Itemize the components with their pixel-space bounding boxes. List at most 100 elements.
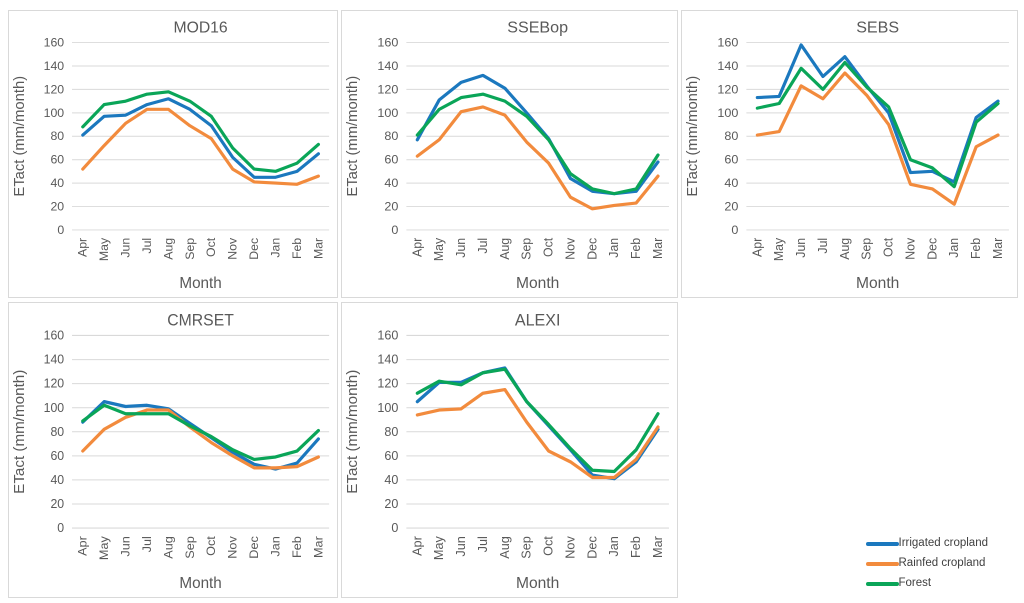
series-line-rainfed [415,105,660,211]
y-axis-title: ETact (mm/month) [11,370,28,494]
legend-cell: Irrigated cropland Rainfed cropland Fore… [681,302,1018,598]
y-tick-label: 0 [731,223,738,237]
y-tick-label: 120 [44,376,65,390]
x-tick-label: Nov [226,237,240,260]
y-tick-label: 60 [384,449,398,463]
x-tick-label: Oct [204,536,218,556]
y-tick-label: 120 [44,82,65,96]
x-tick-label: Apr [410,536,424,556]
x-tick-label: Jul [140,536,154,552]
y-tick-label: 140 [717,59,738,73]
x-tick-label: Sep [520,536,534,559]
x-tick-label: May [772,237,786,261]
x-tick-label: Sep [183,536,197,559]
x-tick-label: Oct [542,536,556,556]
y-tick-label: 0 [391,521,398,535]
x-tick-label: Jun [454,238,468,258]
x-tick-label: Jul [476,238,490,254]
legend-line-rainfed-icon [865,561,899,566]
legend-item-rainfed-cropland: Rainfed cropland [865,557,989,570]
chart-title: MOD16 [173,20,227,37]
x-tick-label: Feb [629,536,643,558]
series-line-rainfed [81,408,320,470]
x-tick-label: Aug [838,238,852,260]
y-tick-label: 40 [384,473,398,487]
x-tick-label: Jan [947,238,961,258]
x-tick-label: Feb [629,238,643,259]
x-tick-label: Apr [76,238,90,257]
y-tick-label: 100 [377,401,398,415]
x-tick-label: Dec [247,238,261,260]
x-tick-label: Jan [607,238,621,258]
y-tick-label: 100 [44,401,65,415]
y-axis-title: ETact (mm/month) [344,76,361,197]
x-tick-label: Aug [498,536,512,559]
x-tick-label: Jan [269,536,283,556]
x-tick-label: Jun [454,536,468,556]
y-tick-label: 100 [717,106,738,120]
x-tick-label: Aug [498,238,512,260]
x-tick-label: Jun [119,536,133,556]
y-tick-label: 0 [391,223,398,237]
chart-svg: SEBS 160 140 120 100 80 60 40 20 0 ETact (mm/month… [684,20,1009,292]
y-tick-label: 160 [377,328,398,342]
x-tick-label: Dec [925,238,939,260]
chart-panel-sebs: SEBS 160 140 120 100 80 60 40 20 0 ETact (mm/month… [681,10,1018,298]
y-tick-label: 60 [384,153,398,167]
x-tick-label: Apr [750,238,764,257]
y-tick-label: 100 [377,106,398,120]
x-tick-label: Feb [290,536,304,558]
series-line-forest [81,403,320,462]
x-tick-label: Sep [183,238,197,260]
legend: Irrigated cropland Rainfed cropland Fore… [865,537,989,590]
x-tick-label: May [97,237,111,261]
x-tick-label: Mar [651,238,665,259]
x-tick-label: Mar [991,238,1005,259]
x-tick-label: Jul [476,536,490,552]
x-tick-label: Oct [882,237,896,257]
x-tick-label: Jun [794,238,808,258]
y-tick-label: 80 [384,425,398,439]
y-tick-label: 120 [377,377,398,391]
chart-title: CMRSET [167,312,234,329]
x-tick-label: Aug [162,536,176,559]
chart-title: ALEXI [515,311,561,329]
y-tick-label: 20 [724,200,738,214]
x-tick-label: Sep [520,238,534,260]
legend-label-forest: Forest [898,577,932,589]
y-tick-label: 20 [384,497,398,511]
x-tick-label: Jan [268,238,282,258]
x-tick-label: Aug [161,238,175,260]
chart-panel-ssebop: SSEBop 160 140 120 100 80 60 40 20 0 ETact (mm/mon… [341,10,678,298]
y-tick-label: 80 [50,129,64,143]
y-tick-label: 100 [44,106,65,120]
y-tick-label: 80 [50,425,64,439]
chart-panel-mod16: MOD16 160 140 120 100 80 60 40 20 0 ETact (mm/mont… [8,10,338,298]
y-tick-label: 20 [384,200,398,214]
y-tick-label: 80 [724,129,738,143]
x-tick-label: May [97,535,111,560]
y-tick-label: 0 [57,521,64,535]
legend-label-rainfed: Rainfed cropland [898,557,986,569]
x-tick-label: Jan [607,536,621,556]
x-tick-label: May [432,535,446,560]
chart-svg: MOD16 160 140 120 100 80 60 40 20 0 ETact (mm/mont… [12,20,330,292]
y-tick-label: 40 [384,176,398,190]
y-tick-label: 60 [724,153,738,167]
series-line-forest [415,367,660,474]
x-tick-label: Jul [816,238,830,254]
y-tick-label: 40 [50,473,64,487]
y-tick-label: 0 [57,223,64,237]
series-line-rainfed [415,387,660,480]
x-tick-label: Apr [410,238,424,257]
y-tick-label: 20 [50,200,64,214]
series-line-irrigated [81,97,320,179]
y-tick-label: 140 [377,59,398,73]
y-tick-label: 40 [724,176,738,190]
series-line-rainfed [81,107,320,186]
series-line-rainfed [755,71,1000,206]
y-axis-title: ETact (mm/month) [344,370,361,494]
y-tick-label: 140 [44,352,65,366]
